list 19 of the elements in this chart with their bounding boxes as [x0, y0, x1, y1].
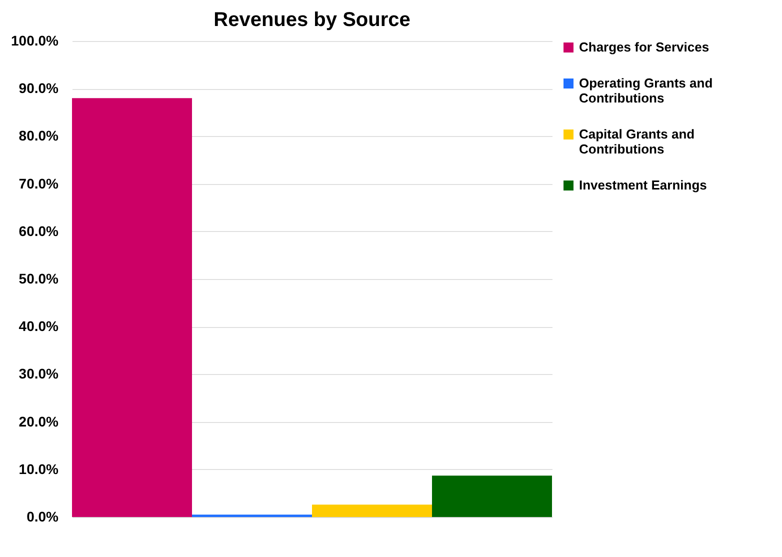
- y-tick-label: 90.0%: [18, 80, 60, 96]
- bar: [72, 98, 192, 517]
- y-tick-label: 0.0%: [26, 508, 60, 524]
- y-tick-label: 40.0%: [18, 318, 60, 334]
- y-tick-label: 60.0%: [18, 222, 60, 239]
- y-tick-label: 30.0%: [18, 366, 60, 382]
- y-tick-label: 50.0%: [18, 270, 60, 286]
- chart-title: Revenues by Source: [214, 9, 410, 31]
- bar: [312, 504, 432, 517]
- legend-label: Charges for Services: [579, 40, 710, 54]
- y-tick-label: 80.0%: [18, 128, 60, 144]
- legend-label: Investment Earnings: [579, 178, 707, 192]
- y-tick-label: 10.0%: [18, 460, 60, 477]
- y-tick-label: 100.0%: [11, 32, 60, 48]
- legend-label: Operating Grants and Contributions: [579, 76, 713, 106]
- legend-label: Capital Grants and Contributions: [579, 126, 695, 156]
- y-tick-label: 20.0%: [18, 413, 60, 430]
- y-tick-label: 70.0%: [18, 175, 60, 192]
- bar: [432, 476, 552, 517]
